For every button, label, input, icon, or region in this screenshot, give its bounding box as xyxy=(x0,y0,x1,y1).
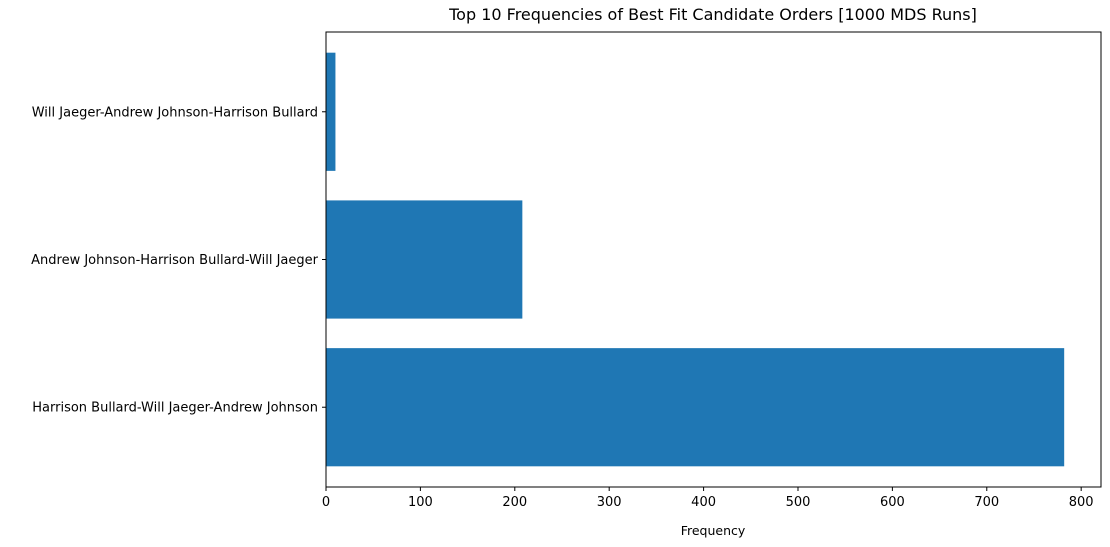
y-axis: Harrison Bullard-Will Jaeger-Andrew John… xyxy=(31,105,326,416)
bars-layer xyxy=(326,52,1065,467)
x-tick-label-6: 600 xyxy=(880,495,905,510)
y-tick-label-2: Will Jaeger-Andrew Johnson-Harrison Bull… xyxy=(32,105,318,120)
y-tick-label-1: Andrew Johnson-Harrison Bullard-Will Jae… xyxy=(31,253,319,268)
x-tick-label-5: 500 xyxy=(786,495,811,510)
x-axis: 0 100 200 300 400 500 600 700 800 xyxy=(322,487,1094,510)
x-tick-label-3: 300 xyxy=(597,495,622,510)
y-tick-label-0: Harrison Bullard-Will Jaeger-Andrew John… xyxy=(32,401,318,416)
bar-1 xyxy=(326,200,523,319)
chart-title: Top 10 Frequencies of Best Fit Candidate… xyxy=(448,5,977,24)
x-tick-label-4: 400 xyxy=(691,495,716,510)
x-tick-label-7: 700 xyxy=(974,495,999,510)
x-tick-label-0: 0 xyxy=(322,495,330,510)
x-tick-label-8: 800 xyxy=(1069,495,1094,510)
x-tick-label-2: 200 xyxy=(502,495,527,510)
x-tick-label-1: 100 xyxy=(408,495,433,510)
x-axis-label: Frequency xyxy=(681,523,746,538)
bar-0 xyxy=(326,348,1065,467)
bar-2 xyxy=(326,52,336,171)
